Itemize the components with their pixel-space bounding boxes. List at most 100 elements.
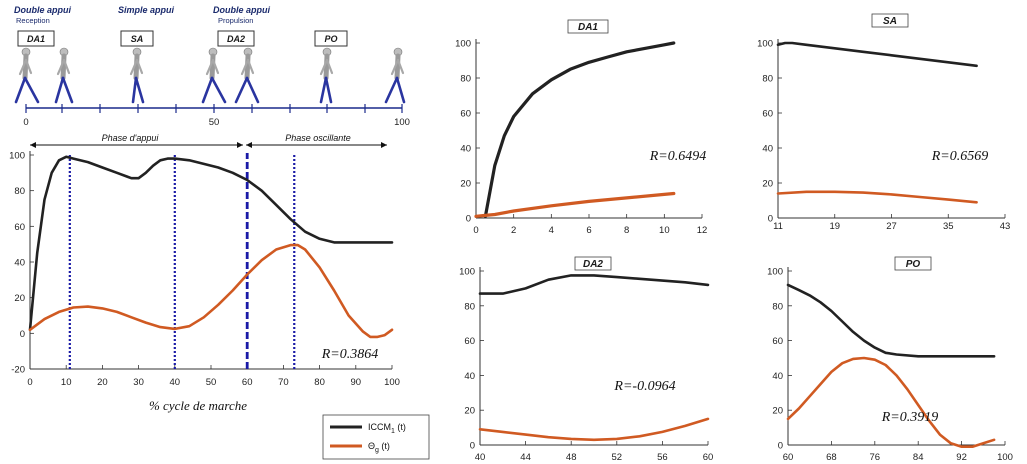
chart-da1-xtick-label: 0 (473, 225, 478, 236)
chart-main-xtick-label: 20 (97, 377, 108, 388)
scale-tick-50: 50 (209, 117, 220, 128)
chart-da2: 40 44 48 52 56 60 0 20 40 60 80 100 DA2 R=-0.0964 (459, 256, 714, 463)
phase-oscillante-label: Phase oscillante (285, 133, 351, 143)
chart-sa-title-box (871, 13, 909, 28)
chart-da1-ytick-label: 40 (460, 144, 471, 155)
legend: ICCM1 (t) Θg (t) (322, 414, 430, 460)
chart-da2-xtick-label: 52 (612, 452, 623, 463)
phase-box-po-label: PO (324, 34, 337, 44)
walking-figure-5 (234, 47, 260, 104)
chart-da1-r-annotation: R=0.6494 (649, 149, 707, 164)
chart-main-r-annotation: R=0.3864 (321, 347, 379, 362)
walking-figure-3 (129, 47, 145, 104)
phase-group-sub-1: Reception (16, 16, 50, 25)
chart-main-xtick-label: 80 (314, 377, 325, 388)
chart-da2-ytick-label: 60 (464, 336, 475, 347)
chart-sa-xtick-label: 35 (943, 221, 954, 232)
chart-po-ytick-label: 100 (767, 267, 783, 278)
legend-entry-theta: Θg (t) (368, 441, 390, 454)
chart-main-xtick-label: 0 (27, 377, 32, 388)
chart-po-r-annotation: R=0.3919 (881, 410, 939, 425)
phase-group-sub-3: Propulsion (218, 16, 253, 25)
chart-sa-ytick-label: 80 (762, 74, 773, 85)
phase-box-da1: DA1 (17, 30, 55, 47)
phase-group-title-3: Double appui (213, 5, 270, 15)
chart-po-xtick-label: 76 (870, 452, 881, 463)
walking-figure-1 (14, 47, 40, 104)
legend-entry-iccm: ICCM1 (t) (368, 422, 406, 435)
chart-po-ytick-label: 80 (772, 301, 783, 312)
chart-po-series-theta (786, 356, 996, 448)
chart-main-xtick-label: 30 (133, 377, 144, 388)
chart-da2-ytick-label: 20 (464, 406, 475, 417)
chart-da1-ytick-label: 100 (455, 39, 471, 50)
chart-main-ytick-label: 40 (14, 258, 25, 269)
chart-main-x-label: % cycle de marche (149, 398, 247, 413)
chart-da2-series-theta (478, 417, 710, 442)
chart-main-xtick-label: 90 (351, 377, 362, 388)
phase-box-da2: DA2 (217, 30, 255, 47)
chart-da1-ytick-label: 80 (460, 74, 471, 85)
chart-main-xtick-label: 40 (170, 377, 181, 388)
chart-main-ytick-label: 0 (20, 329, 25, 340)
chart-po-xtick-label: 100 (997, 452, 1013, 463)
chart-po-title: PO (906, 259, 921, 270)
chart-main-series-iccm (28, 155, 394, 332)
phase-box-da2-label: DA2 (227, 34, 245, 44)
chart-po-title-box (894, 256, 932, 271)
chart-da2-title: DA2 (583, 259, 603, 270)
phase-appui-arrow: Phase d'appui (30, 133, 243, 148)
chart-po-ytick-label: 0 (778, 441, 783, 452)
chart-da1-xtick-label: 12 (697, 225, 708, 236)
chart-sa-series-theta (776, 190, 978, 204)
chart-main-ytick-label: 60 (14, 222, 25, 233)
chart-da2-xtick-label: 40 (475, 452, 486, 463)
chart-da2-xtick-label: 48 (566, 452, 577, 463)
chart-sa-title: SA (883, 16, 897, 27)
chart-da1-xtick-label: 6 (586, 225, 591, 236)
chart-da1-xtick-label: 10 (659, 225, 670, 236)
chart-po-ytick-label: 40 (772, 371, 783, 382)
chart-da1-xtick-label: 4 (549, 225, 554, 236)
chart-main-series-theta (28, 243, 394, 339)
chart-main-xtick-label: 10 (61, 377, 72, 388)
chart-main-ytick-label: 100 (9, 151, 25, 162)
chart-da2-xtick-label: 56 (657, 452, 668, 463)
chart-po-xtick-label: 84 (913, 452, 924, 463)
chart-da1-series-theta (474, 191, 676, 218)
chart-po-ytick-label: 20 (772, 406, 783, 417)
chart-da2-xtick-label: 60 (703, 452, 714, 463)
scale-tick-100: 100 (394, 117, 410, 128)
chart-po-xtick-label: 68 (826, 452, 837, 463)
chart-da2-xtick-label: 44 (520, 452, 531, 463)
phase-box-da1-label: DA1 (27, 34, 45, 44)
chart-sa-xtick-label: 19 (829, 221, 840, 232)
chart-da2-series-iccm (478, 274, 710, 295)
chart-main-xtick-label: 100 (384, 377, 400, 388)
phase-group-title-2: Simple appui (118, 5, 175, 15)
chart-sa-ytick-label: 60 (762, 109, 773, 120)
chart-da1-ytick-label: 0 (466, 214, 471, 225)
chart-main-xtick-label: 50 (206, 377, 217, 388)
walking-figure-4 (201, 47, 227, 104)
chart-sa-xtick-label: 27 (886, 221, 897, 232)
chart-da1-series-iccm (483, 41, 676, 218)
chart-sa: 11 19 27 35 43 0 20 40 60 80 100 SA R=0.6569 (757, 13, 1010, 232)
chart-da2-title-box (574, 256, 612, 271)
chart-main-ytick-label: 80 (14, 186, 25, 197)
chart-main-xtick-label: 70 (278, 377, 289, 388)
chart-po-xtick-label: 92 (956, 452, 967, 463)
chart-sa-ytick-label: 20 (762, 179, 773, 190)
phase-box-po: PO (314, 30, 348, 47)
chart-sa-r-annotation: R=0.6569 (931, 149, 989, 164)
chart-sa-ytick-label: 100 (757, 39, 773, 50)
chart-da1-xtick-label: 2 (511, 225, 516, 236)
chart-main-xtick-label: 60 (242, 377, 253, 388)
chart-da1-title-box (567, 19, 609, 34)
phase-box-sa-label: SA (131, 34, 144, 44)
chart-da1-title: DA1 (578, 22, 598, 33)
scale-tick-0: 0 (23, 117, 28, 128)
chart-sa-ytick-label: 0 (768, 214, 773, 225)
cycle-scale: 0 50 100 (23, 104, 410, 128)
